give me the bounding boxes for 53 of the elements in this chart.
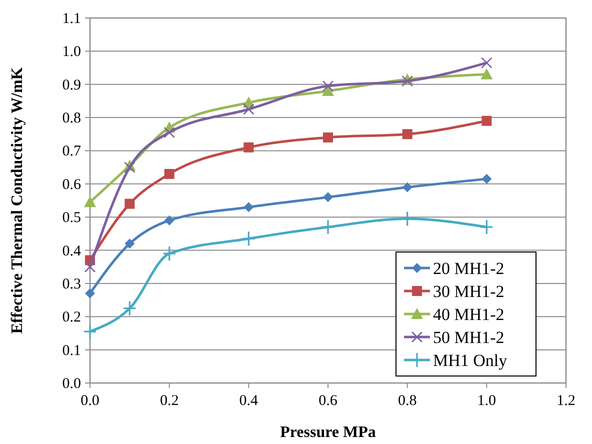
point xyxy=(242,230,256,246)
y-tick-label: 0.8 xyxy=(62,110,81,127)
point xyxy=(482,174,492,184)
y-tick-label: 0.9 xyxy=(62,77,81,94)
x-tick-label: 0.4 xyxy=(239,393,259,409)
x-tick-label: 0.0 xyxy=(80,393,100,409)
point xyxy=(321,219,335,235)
point xyxy=(83,324,97,340)
legend-label: 20 MH1-2 xyxy=(433,259,504,278)
legend-label: 40 MH1-2 xyxy=(433,305,504,324)
point xyxy=(244,202,254,212)
point xyxy=(124,238,135,249)
legend-label: 50 MH1-2 xyxy=(433,328,504,347)
point xyxy=(84,261,96,273)
point xyxy=(322,80,334,92)
legend-label: 30 MH1-2 xyxy=(433,282,504,301)
y-tick-label: 0.6 xyxy=(62,176,82,193)
y-tick-label: 0.2 xyxy=(62,310,81,326)
point xyxy=(402,182,412,192)
point xyxy=(402,129,412,140)
point xyxy=(164,126,175,138)
point xyxy=(480,68,493,80)
y-axis-title: Effective Thermal Conductivity W/mK xyxy=(9,66,26,334)
y-tick-label: 0.4 xyxy=(62,243,82,260)
y-tick-label: 1.1 xyxy=(62,11,81,27)
point xyxy=(481,57,492,68)
y-tick-label: 1.0 xyxy=(62,44,81,60)
point xyxy=(402,75,413,87)
x-tick-label: 0.6 xyxy=(318,393,338,409)
point xyxy=(244,142,254,152)
x-tick-label: 1.0 xyxy=(477,393,496,409)
y-tick-label: 0.5 xyxy=(62,210,81,226)
point xyxy=(164,168,174,179)
point xyxy=(124,198,135,209)
point xyxy=(85,288,95,298)
point xyxy=(162,246,176,262)
x-axis-title: Pressure MPa xyxy=(280,424,376,441)
point xyxy=(243,104,254,115)
point xyxy=(480,219,494,235)
point xyxy=(323,192,333,202)
point xyxy=(164,215,174,226)
point xyxy=(323,132,333,142)
x-tick-label: 0.8 xyxy=(398,393,417,409)
y-tick-label: 0.7 xyxy=(62,144,82,160)
y-tick-label: 0.3 xyxy=(62,276,81,292)
x-tick-label: 0.2 xyxy=(160,393,179,409)
legend-label: MH1 Only xyxy=(433,351,508,370)
point xyxy=(482,116,492,126)
point xyxy=(84,196,96,208)
y-tick-label: 0.0 xyxy=(62,376,81,392)
x-tick-label: 1.2 xyxy=(556,393,576,409)
point xyxy=(122,300,136,316)
y-tick-label: 0.1 xyxy=(62,342,81,359)
